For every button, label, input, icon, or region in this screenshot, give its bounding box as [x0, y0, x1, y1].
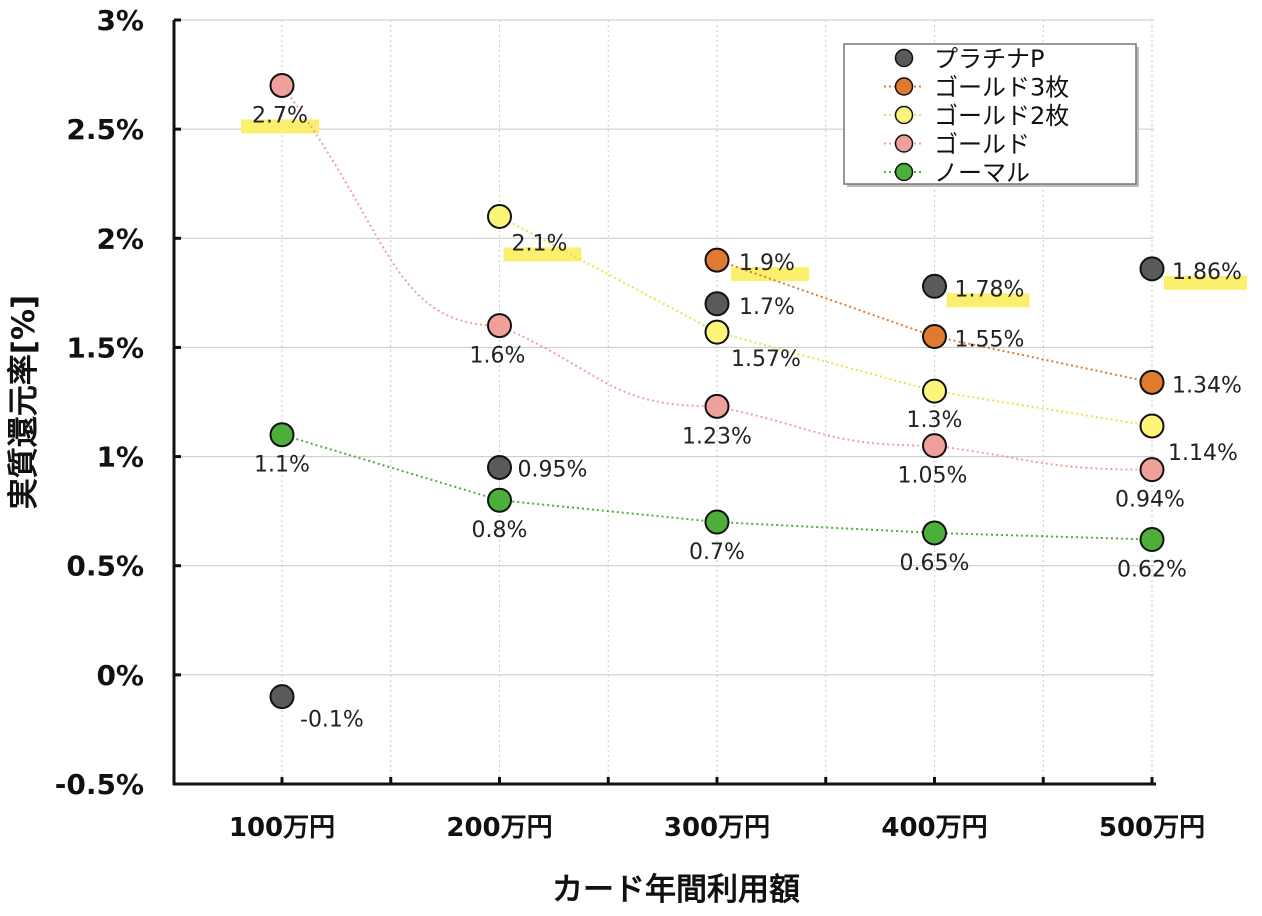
axes: 3% 2.5% 2% 1.5% 1% 0.5% 0% -0.5% 100万円 200万円 300万円… [55, 4, 1205, 843]
data-point [1139, 457, 1165, 483]
data-label: 2.7% [252, 103, 308, 128]
y-tick-label: -0.5% [55, 768, 144, 801]
data-label: 0.7% [689, 540, 745, 565]
data-point [922, 378, 947, 404]
data-label: 1.3% [907, 408, 963, 433]
legend-marker [894, 134, 914, 153]
series-line [499, 215, 1153, 427]
legend-box [843, 43, 1137, 185]
x-tick-label: 500万円 [1099, 813, 1205, 843]
data-label: 1.6% [470, 344, 526, 369]
y-axis-title: 実質還元率[%] [6, 295, 42, 509]
data-point [487, 203, 512, 229]
legend-label: プラチナP [934, 45, 1044, 73]
legend-marker [894, 162, 914, 182]
y-tick-label: 1.5% [66, 331, 144, 364]
series-line [281, 84, 1153, 471]
data-label: 0.94% [1115, 488, 1185, 513]
x-axis-title: カード年間利用額 [552, 872, 800, 908]
data-label: 1.14% [1168, 441, 1238, 466]
data-label: 1.7% [739, 295, 795, 320]
data-label: 1.34% [1172, 373, 1242, 398]
data-label: 1.55% [955, 328, 1025, 353]
label-highlight [503, 247, 582, 262]
data-label: 0.65% [900, 551, 970, 576]
data-point [922, 324, 947, 350]
y-tick-label: 0% [96, 659, 144, 692]
data-label: -0.1% [300, 708, 364, 733]
data-label: 1.86% [1172, 260, 1242, 285]
data-point [704, 291, 730, 317]
data-points [269, 72, 1165, 710]
data-point [487, 313, 512, 339]
data-label: 1.05% [898, 464, 968, 489]
data-label: 0.8% [472, 518, 528, 543]
label-highlight [1164, 275, 1247, 290]
x-tick-label: 100万円 [229, 813, 335, 843]
data-point [922, 520, 947, 546]
x-tick-label: 300万円 [664, 813, 770, 843]
y-tick-label: 0.5% [66, 550, 144, 583]
data-point [269, 684, 295, 710]
data-point [922, 433, 947, 459]
legend-marker [894, 77, 914, 96]
data-point [704, 319, 730, 345]
data-point [1139, 413, 1165, 439]
y-tick-label: 1% [96, 441, 144, 474]
label-highlight [731, 267, 809, 282]
legend-label: ゴールド2枚 [934, 102, 1069, 130]
data-label: 1.57% [731, 347, 801, 372]
legend-label: ノーマル [934, 159, 1030, 187]
data-label: 0.62% [1117, 558, 1187, 583]
data-point [269, 422, 295, 448]
data-point [487, 454, 512, 480]
legend-marker [894, 105, 914, 125]
legend-marker [894, 48, 914, 68]
data-label: 0.95% [518, 457, 588, 482]
data-label: 1.1% [254, 453, 310, 478]
data-point [487, 487, 512, 513]
data-point [269, 72, 295, 98]
data-label: 1.9% [739, 251, 795, 276]
x-tick-label: 400万円 [881, 813, 987, 843]
data-point [922, 273, 947, 299]
y-tick-label: 3% [96, 4, 144, 37]
y-tick-label: 2.5% [66, 113, 144, 146]
label-highlights [241, 119, 1247, 308]
data-label: 1.23% [682, 424, 752, 449]
y-tick-label: 2% [96, 222, 144, 255]
data-label: 1.78% [955, 277, 1025, 302]
legend-label: ゴールド [934, 131, 1030, 159]
label-highlight [946, 293, 1030, 308]
label-highlight [241, 119, 319, 134]
data-labels: -0.1% 0.95% 1.7% 1.78% 1.86% 1.9% 1.55% 1.34% 2.… [252, 103, 1242, 732]
data-point [1139, 369, 1165, 395]
data-label: 2.1% [512, 231, 568, 256]
data-point [704, 509, 730, 535]
x-tick-label: 200万円 [446, 813, 552, 843]
data-point [704, 247, 730, 273]
data-point [704, 393, 730, 419]
data-point [1139, 527, 1165, 553]
data-point [1139, 256, 1165, 282]
legend-label: ゴールド3枚 [934, 74, 1069, 102]
